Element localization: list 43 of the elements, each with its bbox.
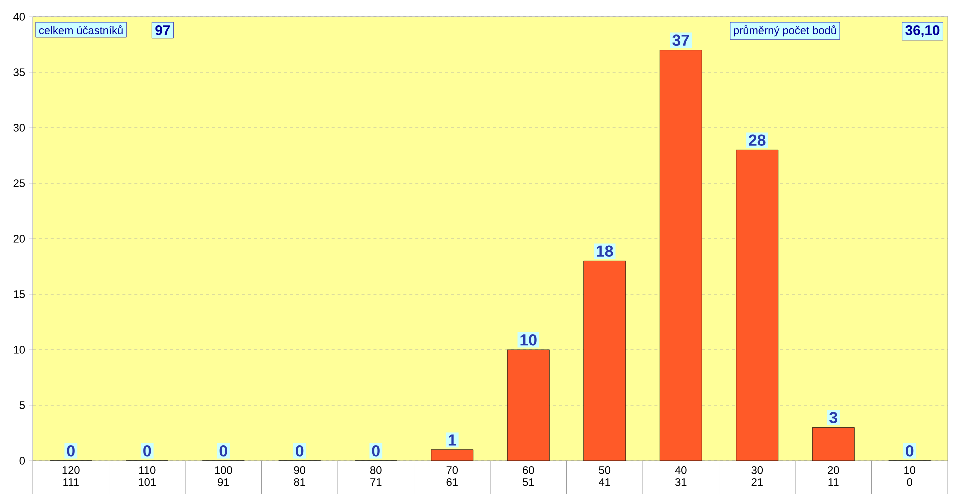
data-label: 0	[67, 445, 75, 457]
y-tick-label: 30	[14, 124, 26, 132]
x-tick-label: 110 101	[139, 466, 156, 486]
data-label: 0	[220, 445, 228, 457]
data-label: 1	[448, 434, 456, 446]
x-tick-label: 10 0	[904, 466, 916, 486]
y-tick-label: 20	[14, 235, 26, 243]
x-tick-label: 70 61	[446, 466, 458, 486]
annotation: průměrný počet bodů	[734, 25, 836, 37]
x-tick-label: 30 21	[752, 466, 764, 486]
annotation: 97	[156, 25, 170, 36]
y-tick-label: 0	[20, 457, 26, 465]
data-label: 28	[749, 134, 766, 146]
data-label: 0	[296, 445, 304, 457]
bar	[660, 50, 702, 461]
bar	[812, 427, 855, 461]
data-label: 0	[372, 445, 380, 457]
y-tick-label: 5	[20, 402, 26, 410]
x-tick-label: 50 41	[599, 466, 611, 486]
y-tick-label: 10	[14, 346, 26, 354]
y-tick-label: 25	[14, 180, 26, 188]
data-label: 18	[597, 246, 614, 257]
x-tick-label: 100 91	[215, 466, 232, 486]
y-tick-label: 15	[14, 290, 26, 298]
x-tick-label: 20 11	[828, 466, 840, 486]
x-tick-label: 120 111	[62, 466, 80, 486]
x-tick-label: 80 71	[370, 466, 382, 486]
bar	[584, 260, 626, 461]
x-tick-label: 40 31	[675, 466, 687, 486]
data-label: 10	[520, 334, 537, 346]
annotation: celkem účastníků	[39, 25, 123, 34]
data-label: 37	[672, 34, 690, 46]
y-tick-label: 35	[14, 68, 26, 76]
annotation: 36,10	[906, 25, 940, 38]
data-label: 0	[906, 445, 914, 457]
data-label: 3	[830, 412, 838, 424]
x-tick-label: 60 51	[522, 466, 534, 486]
bar	[431, 450, 474, 461]
y-tick-label: 40	[14, 13, 26, 21]
bar	[507, 350, 550, 461]
bar	[736, 150, 779, 461]
data-label: 0	[144, 445, 152, 457]
x-tick-label: 90 81	[294, 466, 306, 486]
